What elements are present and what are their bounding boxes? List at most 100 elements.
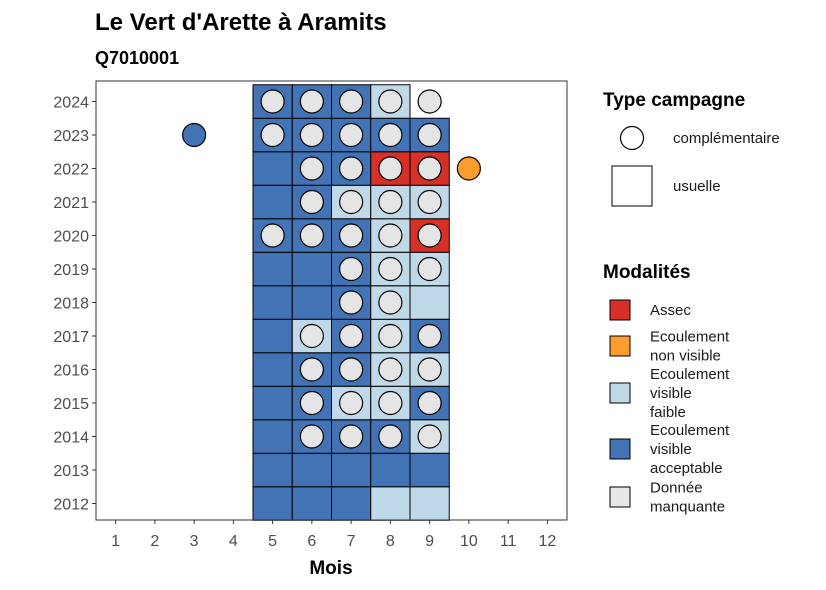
point-2023-8 [378,122,403,148]
point-2016-7 [339,357,364,382]
y-tick-label: 2021 [53,195,89,212]
tile-2018-9 [409,285,450,320]
tile-2022-5 [252,151,293,186]
legend-modalite-label: manquante [650,499,725,516]
legend-modalite-label: visible [650,385,692,402]
x-tick-label: 12 [538,533,556,550]
tile-2021-5 [252,184,293,220]
x-tick-label: 10 [460,533,478,550]
x-tick-label: 11 [500,533,517,550]
point-2015-7 [339,390,364,416]
tile-2012-7 [331,486,372,521]
tile-2013-9 [409,452,450,488]
point-2017-7 [339,323,364,349]
point-2022-7 [339,156,364,181]
legend-key-swatch [609,335,631,357]
legend-modalite-label: Ecoulement [650,329,730,346]
point-2017-9 [417,323,442,349]
legend-type-title: Type campagne [603,90,745,111]
plot-area: 2012 2013 2014 2015 2016 2017 2018 2019 2020 2021… [53,80,568,550]
point-2022-6 [299,156,324,181]
x-tick-label: 3 [190,533,199,550]
legend-modalite-label: Assec [650,302,691,319]
legend-key-swatch [609,382,631,404]
legend-modalite-label: acceptable [650,460,723,477]
legend-key-swatch [609,486,631,508]
y-tick-label: 2020 [53,229,89,246]
legend-modalite-label: non visible [650,348,721,365]
tile-2015-5 [252,385,293,421]
tile-2012-9 [409,486,450,521]
point-2024-8 [378,89,403,114]
legend-key-swatch [609,299,631,321]
point-2023-3 [182,122,207,148]
plot-panel-border [95,80,568,521]
y-tick-label: 2018 [53,296,89,313]
point-2017-8 [378,323,403,349]
x-tick-label: 7 [347,533,356,550]
point-2018-8 [378,290,403,315]
x-tick-label: 4 [229,533,238,550]
point-2022-8 [378,156,403,181]
y-tick-label: 2019 [53,262,89,279]
tile-2018-6 [291,285,332,320]
legend-modalite-label: Ecoulement [650,366,730,383]
point-2016-8 [378,357,403,382]
x-tick-label: 8 [386,533,395,550]
tile-2014-5 [252,419,293,454]
point-2021-9 [417,189,442,215]
point-2020-7 [339,223,364,248]
point-2024-7 [339,89,364,114]
y-tick-label: 2023 [53,128,89,145]
legend-type-campagne: Type campagne complémentaire usuelle [603,90,780,207]
legend-key-swatch [609,438,631,460]
point-2014-9 [417,424,442,449]
y-tick-label: 2015 [53,396,89,413]
legend-circle-key [619,125,645,151]
y-tick-label: 2016 [53,363,89,380]
tile-2013-7 [331,452,372,488]
x-tick-label: 5 [268,533,277,550]
point-2021-6 [299,189,324,215]
point-2023-6 [299,122,324,148]
legend-modalite-label: faible [650,404,686,421]
x-axis-title: Mois [309,558,352,579]
point-2022-9 [417,156,442,181]
tile-2019-6 [291,251,332,287]
tile-2017-5 [252,318,293,354]
tile-2012-5 [252,486,293,521]
x-tick-label: 9 [425,533,434,550]
y-tick-label: 2017 [53,329,89,346]
tile-2013-8 [370,452,411,488]
tile-2013-6 [291,452,332,488]
x-tick-label: 6 [307,533,316,550]
point-2023-9 [417,122,442,148]
point-2019-9 [417,256,442,282]
legend-modalite-label: Donnée [650,480,703,497]
point-2020-6 [299,223,324,248]
legend-modalite-label: Ecoulement [650,422,730,439]
legend-type-label: complémentaire [673,130,780,147]
y-tick-label: 2022 [53,162,89,179]
x-tick-label: 1 [111,533,120,550]
y-tick-label: 2024 [53,95,89,112]
x-tick-label: 2 [150,533,159,550]
point-2023-7 [339,122,364,148]
chart-subtitle: Q7010001 [95,48,179,68]
point-2020-5 [260,223,285,248]
tile-2018-5 [252,285,293,320]
legend-square-key [611,165,653,207]
point-2018-7 [339,290,364,315]
chart-title: Le Vert d'Arette à Aramits [95,9,387,36]
tile-2013-5 [252,452,293,488]
point-2014-7 [339,424,364,449]
point-2015-8 [378,390,403,416]
legend-modalites-title: Modalités [603,262,691,283]
tile-2012-8 [370,486,411,521]
point-2020-9 [417,223,442,248]
tile-2012-6 [291,486,332,521]
point-2015-9 [417,390,442,416]
point-2019-7 [339,256,364,282]
point-2024-9 [417,89,442,114]
